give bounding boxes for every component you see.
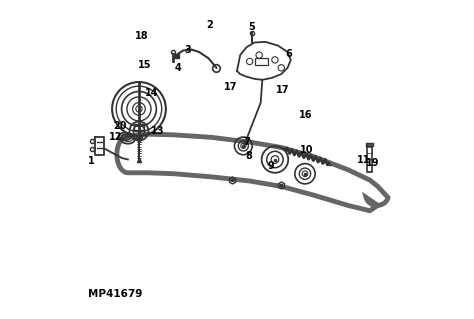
Text: 9: 9 [268,161,274,171]
Text: 13: 13 [151,126,164,136]
Text: 2: 2 [207,20,213,30]
Text: 18: 18 [135,31,148,41]
Bar [134,124,144,130]
Bar [255,58,268,65]
Text: 4: 4 [175,63,182,73]
Text: 5: 5 [248,22,255,32]
Text: MP41679: MP41679 [88,289,143,299]
Text: 15: 15 [138,60,151,70]
Bar [366,143,374,146]
Text: 20: 20 [113,121,127,131]
Text: 10: 10 [300,145,313,155]
Text: 11: 11 [357,154,370,165]
Bar [367,145,373,172]
Text: 16: 16 [299,110,313,120]
Text: 3: 3 [184,45,191,56]
Text: 14: 14 [145,88,158,98]
Text: 7: 7 [243,137,250,147]
Text: 12: 12 [109,132,122,142]
Text: 17: 17 [224,82,237,92]
Text: 8: 8 [245,151,252,161]
Text: 6: 6 [286,48,292,59]
Text: 17: 17 [276,85,290,95]
Text: 19: 19 [366,158,380,168]
Text: 1: 1 [88,156,94,166]
